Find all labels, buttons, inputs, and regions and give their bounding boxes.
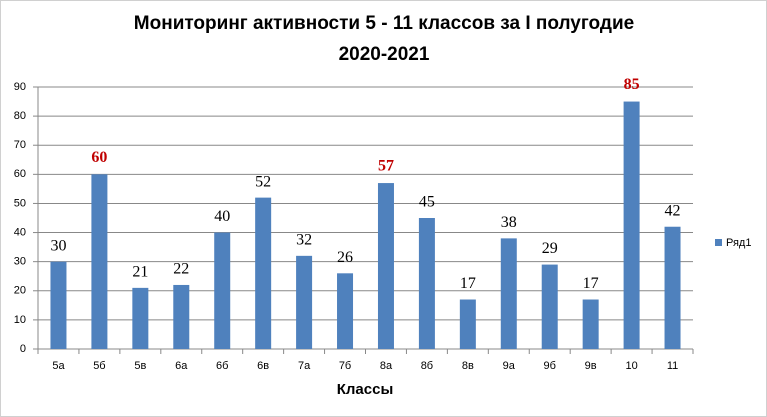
data-label: 22 [173,261,189,278]
chart-title: Мониторинг активности 5 - 11 классов за … [134,13,634,34]
y-tick-label: 50 [14,197,26,209]
data-label: 38 [501,214,517,231]
data-label: 21 [132,264,148,281]
bar [337,273,354,349]
legend-label: Ряд1 [726,237,751,249]
data-label: 45 [419,194,435,211]
bar [664,226,681,349]
y-tick-label: 60 [14,168,26,180]
bar [541,264,558,349]
data-label: 60 [91,149,107,166]
bar [296,255,313,349]
y-tick-label: 20 [14,285,26,297]
legend-swatch [715,239,722,246]
data-label: 57 [378,158,394,175]
x-tick-label: 7б [339,360,351,372]
y-tick-label: 70 [14,139,26,151]
x-tick-label: 6б [216,360,228,372]
x-tick-label: 10 [625,360,637,372]
data-label: 17 [583,275,599,292]
x-tick-label: 9б [544,360,556,372]
x-tick-label: 7а [298,360,311,372]
x-tick-label: 6в [257,360,269,372]
data-label: 85 [624,76,640,93]
y-tick-label: 0 [20,343,26,355]
bar [459,299,476,349]
x-axis-title: Классы [337,381,394,398]
bar [173,284,190,349]
x-tick-label: 5в [134,360,146,372]
data-label: 29 [542,240,558,257]
data-label: 17 [460,275,476,292]
data-label: 32 [296,232,312,249]
data-label: 52 [255,173,271,190]
x-tick-label: 5а [52,360,65,372]
y-tick-label: 40 [14,226,26,238]
x-tick-label: 9в [585,360,597,372]
data-label: 40 [214,208,230,225]
bar [132,287,149,349]
x-tick-label: 11 [667,360,678,372]
data-label: 42 [665,202,681,219]
bar [91,174,108,349]
bar [500,238,517,349]
chart-subtitle: 2020-2021 [339,44,430,65]
x-tick-label: 9а [503,360,516,372]
bar [50,261,67,349]
y-tick-label: 30 [14,256,26,268]
bar [582,299,599,349]
x-tick-label: 8а [380,360,393,372]
y-tick-label: 80 [14,110,26,122]
bar [623,101,640,349]
bar [255,197,272,349]
x-tick-label: 6а [175,360,188,372]
x-tick-label: 8б [421,360,433,372]
bar [377,183,394,349]
bar [418,218,435,349]
data-label: 30 [50,237,66,254]
y-tick-label: 90 [14,81,26,93]
data-label: 26 [337,249,353,266]
x-tick-label: 8в [462,360,474,372]
bar [214,232,231,349]
y-tick-label: 10 [14,314,26,326]
x-tick-label: 5б [93,360,105,372]
